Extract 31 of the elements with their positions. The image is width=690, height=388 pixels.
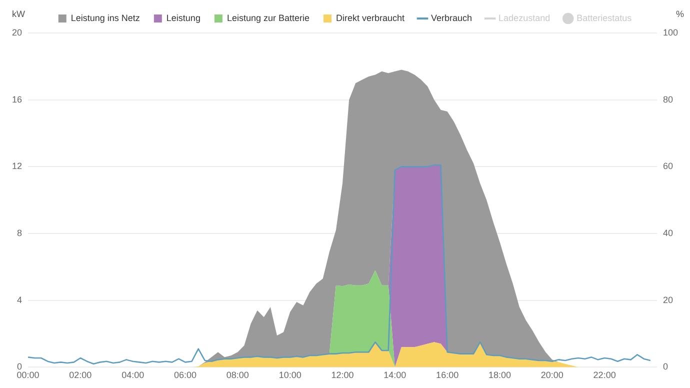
y-tick-label: 12: [12, 161, 22, 172]
x-tick-label: 20:00: [540, 370, 564, 380]
x-tick-label: 16:00: [436, 370, 459, 380]
legend-label: Leistung zur Batterie: [226, 12, 310, 23]
y2-tick-label: 0: [662, 362, 668, 372]
y2-tick-label: 80: [662, 94, 673, 104]
y-tick-label: 16: [12, 94, 22, 104]
legend-label: Leistung: [166, 12, 200, 23]
legend-label: Verbrauch: [431, 12, 472, 23]
x-tick-label: 06:00: [174, 370, 197, 380]
legend-label: Direkt verbraucht: [336, 12, 406, 23]
legend-label: Leistung ins Netz: [70, 12, 140, 23]
y2-tick-label: 60: [662, 161, 673, 172]
y2-axis-title: %: [676, 8, 684, 19]
x-tick-label: 22:00: [593, 370, 616, 380]
x-tick-label: 18:00: [488, 370, 512, 380]
x-tick-label: 02:00: [69, 370, 92, 380]
x-tick-label: 14:00: [384, 370, 406, 380]
y-tick-label: 8: [16, 228, 22, 238]
x-tick-label: 10:00: [278, 370, 302, 380]
y-tick-label: 20: [12, 27, 22, 38]
y-tick-label: 0: [16, 362, 22, 372]
y2-tick-label: 100: [662, 27, 678, 38]
y-tick-label: 4: [16, 294, 22, 305]
x-tick-label: 12:00: [331, 370, 354, 380]
y2-tick-label: 40: [662, 228, 673, 238]
x-tick-label: 08:00: [226, 370, 249, 380]
y-axis-title: kW: [12, 8, 26, 19]
x-tick-label: 00:00: [16, 370, 40, 380]
x-tick-label: 04:00: [122, 370, 144, 380]
y2-tick-label: 20: [662, 294, 673, 305]
